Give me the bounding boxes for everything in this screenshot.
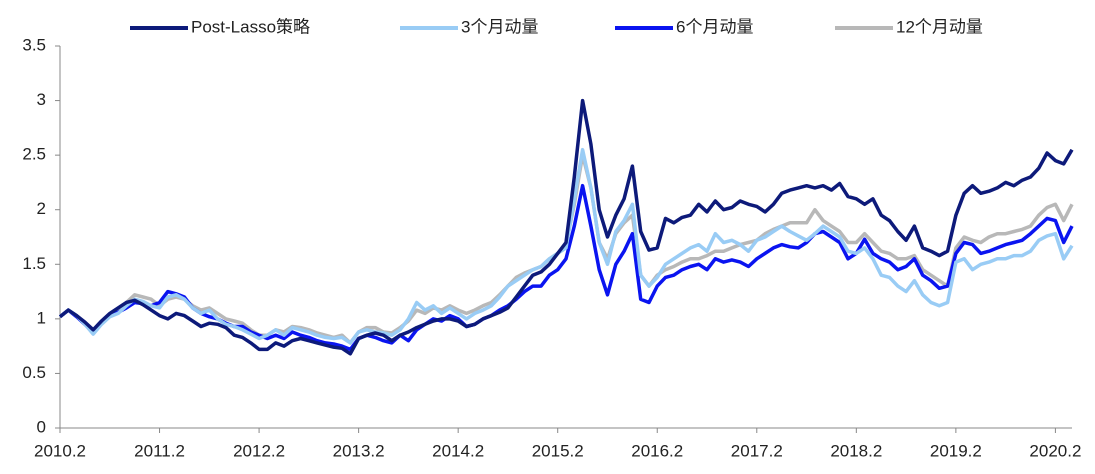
x-tick-label: 2015.2: [532, 441, 584, 460]
x-tick-label: 2018.2: [830, 441, 882, 460]
legend-label: Post-Lasso策略: [191, 17, 310, 36]
series-line: [58, 98, 1074, 356]
x-tick-label: 2017.2: [731, 441, 783, 460]
legend-label: 12个月动量: [896, 17, 983, 36]
y-tick-label: 3: [37, 90, 46, 109]
y-tick-label: 2: [37, 199, 46, 218]
y-tick-label: 1.5: [22, 254, 46, 273]
legend-label: 6个月动量: [676, 17, 753, 36]
x-tick-label: 2012.2: [233, 441, 285, 460]
legend-label: 3个月动量: [461, 17, 538, 36]
x-tick-label: 2019.2: [930, 441, 982, 460]
y-tick-label: 0.5: [22, 363, 46, 382]
x-tick-label: 2014.2: [432, 441, 484, 460]
x-tick-label: 2011.2: [134, 441, 185, 460]
x-tick-label: 2010.2: [34, 441, 86, 460]
x-tick-label: 2016.2: [631, 441, 683, 460]
y-tick-label: 2.5: [22, 145, 46, 164]
y-tick-label: 1: [37, 308, 46, 327]
y-tick-label: 0: [37, 417, 46, 436]
y-tick-label: 3.5: [22, 35, 46, 54]
series-line: [58, 147, 1074, 345]
x-tick-label: 2020.2: [1029, 441, 1081, 460]
x-tick-label: 2013.2: [333, 441, 385, 460]
